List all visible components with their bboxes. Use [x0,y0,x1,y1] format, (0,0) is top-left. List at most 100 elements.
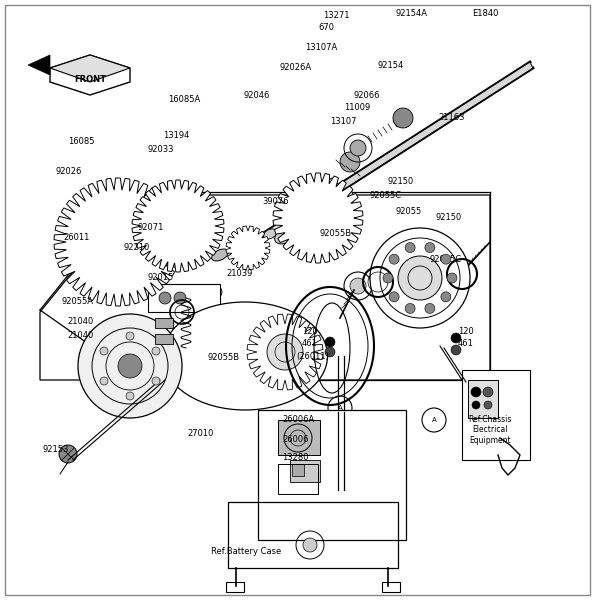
Text: 26011: 26011 [64,233,90,242]
Circle shape [484,401,492,409]
Text: 16085: 16085 [68,137,95,146]
Bar [155,318,173,328]
Text: A: A [431,417,436,423]
Text: 92055: 92055 [396,208,422,217]
Ellipse shape [275,228,295,244]
Circle shape [294,194,342,242]
Text: 13194: 13194 [163,131,189,140]
Text: 21163: 21163 [438,113,465,121]
Circle shape [380,238,460,318]
Circle shape [447,273,457,283]
Text: 13271: 13271 [322,10,349,19]
Circle shape [210,286,222,298]
Text: 92055A: 92055A [62,298,94,307]
Circle shape [451,333,461,343]
Bar [290,460,320,482]
Circle shape [238,238,258,258]
Circle shape [152,200,204,252]
Text: 92066: 92066 [354,91,380,100]
Text: Ref.Chassis
Electrical
Equipment: Ref.Chassis Electrical Equipment [468,415,512,445]
Circle shape [110,234,126,250]
Text: 11009: 11009 [344,103,370,113]
Text: 92150: 92150 [388,176,414,185]
Circle shape [325,347,335,357]
Circle shape [159,292,171,304]
Polygon shape [132,180,224,272]
Text: 21039: 21039 [226,269,252,278]
Circle shape [90,214,146,270]
Circle shape [383,273,393,283]
Bar [148,284,220,312]
Bar [228,502,398,568]
Circle shape [304,204,332,232]
Polygon shape [226,226,270,270]
Circle shape [303,538,317,552]
Text: 461: 461 [458,340,474,349]
Circle shape [472,401,480,409]
Text: 120: 120 [302,328,318,337]
Ellipse shape [283,222,298,234]
Circle shape [370,228,470,328]
Circle shape [174,292,186,304]
Circle shape [267,334,303,370]
Text: E1840: E1840 [472,10,499,19]
Text: 92055C: 92055C [430,256,462,265]
Text: 92015: 92015 [147,272,173,281]
Circle shape [441,292,451,302]
Circle shape [425,242,435,253]
Circle shape [398,256,442,300]
Text: Ref.Battery Case: Ref.Battery Case [211,547,281,557]
Polygon shape [295,178,340,206]
Text: FRONT: FRONT [74,74,106,83]
Circle shape [425,304,435,313]
Circle shape [102,226,134,258]
Text: 92154A: 92154A [395,10,427,19]
Text: 92150: 92150 [436,214,462,223]
Circle shape [350,278,366,294]
Polygon shape [273,173,363,263]
Ellipse shape [212,249,228,261]
Text: 39076: 39076 [262,196,289,205]
Text: 13107A: 13107A [305,43,337,52]
Text: 21040: 21040 [68,331,94,340]
Text: 461: 461 [302,340,318,349]
Text: 13280: 13280 [282,454,308,463]
Text: 92026A: 92026A [280,64,312,73]
Circle shape [118,354,142,378]
Circle shape [100,377,108,385]
Ellipse shape [264,229,277,239]
Circle shape [152,347,160,355]
Circle shape [389,254,399,264]
Text: 92210: 92210 [124,244,151,253]
Text: 26006: 26006 [282,436,308,445]
Text: 26006A: 26006A [282,415,314,425]
Bar [382,582,400,592]
Text: 16085A: 16085A [168,94,200,103]
Text: 670: 670 [318,22,334,31]
Text: 92046: 92046 [244,91,270,100]
Ellipse shape [162,302,327,410]
Text: 13107: 13107 [330,116,356,125]
Bar [258,410,406,540]
Circle shape [441,254,451,264]
Circle shape [100,347,108,355]
Bar [462,370,530,460]
Circle shape [471,387,481,397]
Circle shape [340,152,360,172]
Bar [468,380,498,418]
Text: 92154: 92154 [378,61,404,70]
Text: 120: 120 [458,328,474,337]
Polygon shape [247,314,323,390]
Text: 92071: 92071 [138,223,164,232]
Circle shape [163,211,193,241]
Circle shape [483,387,493,397]
Bar [278,420,320,455]
Circle shape [59,445,77,463]
Text: 92026: 92026 [55,167,82,176]
Circle shape [451,345,461,355]
Polygon shape [328,188,354,208]
Polygon shape [50,55,130,95]
Text: 92055B: 92055B [320,229,352,238]
Circle shape [152,377,160,385]
Text: 92033: 92033 [148,145,174,154]
